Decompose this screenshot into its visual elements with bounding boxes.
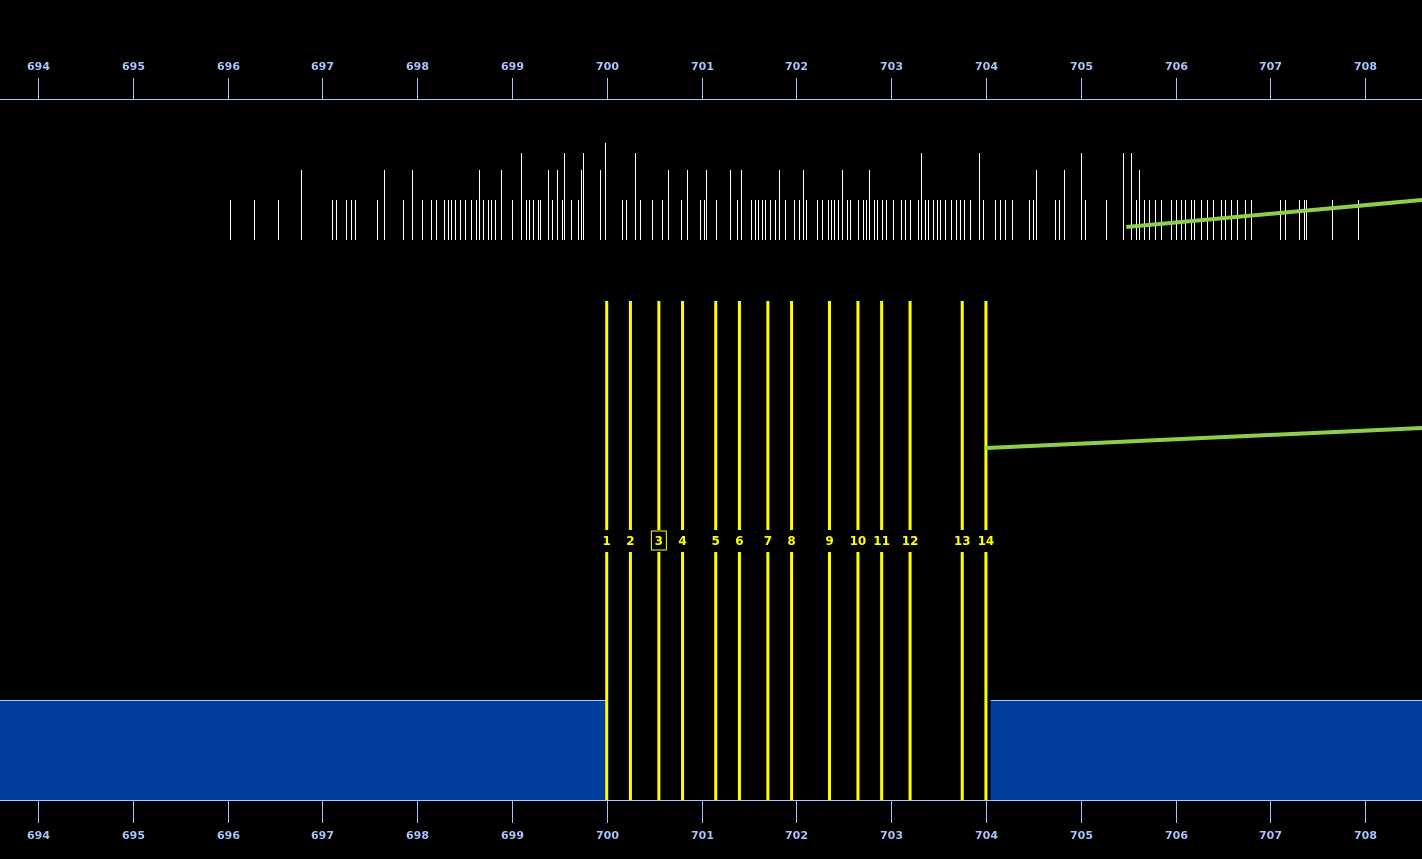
- top-tick-label-708: 708: [1354, 60, 1377, 73]
- bottom-tick-label-703: 703: [880, 829, 903, 842]
- top-tick-label-700: 700: [596, 60, 619, 73]
- top-tick-label-706: 706: [1165, 60, 1188, 73]
- top-tick-label-701: 701: [691, 60, 714, 73]
- bottom-axis: 694 695 696 697 698 699 700 701 702 703 704 705 706 7…: [0, 800, 1422, 842]
- top-tick-label-702: 702: [785, 60, 808, 73]
- marker-label-14: 14: [978, 534, 995, 548]
- trend-line-spikes: [1126, 198, 1422, 229]
- bottom-tick-label-706: 706: [1165, 829, 1188, 842]
- marker-label-12: 12: [902, 534, 919, 548]
- band-0: [0, 700, 607, 800]
- trend-line-markers: [985, 426, 1422, 450]
- bottom-tick-label-697: 697: [311, 829, 334, 842]
- bottom-tick-label-696: 696: [217, 829, 240, 842]
- marker-selected-box: [650, 530, 667, 551]
- bottom-tick-label-708: 708: [1354, 829, 1377, 842]
- marker-series: 1 2 3 4 5 6 7 8 9 10 11 12 13 14: [603, 301, 995, 800]
- marker-label-8: 8: [787, 534, 795, 548]
- bottom-tick-label-699: 699: [501, 829, 524, 842]
- bottom-tick-label-705: 705: [1070, 829, 1093, 842]
- top-tick-label-707: 707: [1259, 60, 1282, 73]
- bottom-tick-label-700: 700: [596, 829, 619, 842]
- bottom-tick-label-694: 694: [27, 829, 50, 842]
- top-tick-label-705: 705: [1070, 60, 1093, 73]
- bottom-tick-label-698: 698: [406, 829, 429, 842]
- marker-label-13: 13: [954, 534, 971, 548]
- bottom-tick-label-707: 707: [1259, 829, 1282, 842]
- top-tick-label-697: 697: [311, 60, 334, 73]
- top-axis: 694 695 696 697 698 699 700 701 702 703 704 705 706 7…: [0, 60, 1422, 100]
- marker-label-1: 1: [603, 534, 611, 548]
- top-tick-label-699: 699: [501, 60, 524, 73]
- trend-lines: [985, 198, 1422, 450]
- marker-label-7: 7: [764, 534, 772, 548]
- marker-label-10: 10: [850, 534, 867, 548]
- bottom-tick-label-704: 704: [975, 829, 998, 842]
- marker-label-3: 3: [655, 534, 663, 548]
- top-tick-label-704: 704: [975, 60, 998, 73]
- band-layer: [0, 700, 1422, 800]
- top-tick-label-694: 694: [27, 60, 50, 73]
- bottom-tick-label-701: 701: [691, 829, 714, 842]
- bottom-tick-label-695: 695: [122, 829, 145, 842]
- band-1: [990, 700, 1422, 800]
- bottom-tick-label-702: 702: [785, 829, 808, 842]
- top-tick-label-696: 696: [217, 60, 240, 73]
- marker-label-9: 9: [825, 534, 833, 548]
- marker-label-4: 4: [678, 534, 686, 548]
- marker-label-6: 6: [735, 534, 743, 548]
- top-tick-label-703: 703: [880, 60, 903, 73]
- marker-label-2: 2: [626, 534, 634, 548]
- top-tick-label-698: 698: [406, 60, 429, 73]
- top-tick-label-695: 695: [122, 60, 145, 73]
- marker-label-5: 5: [712, 534, 720, 548]
- marker-label-11: 11: [873, 534, 890, 548]
- spike-series: [230, 143, 1359, 240]
